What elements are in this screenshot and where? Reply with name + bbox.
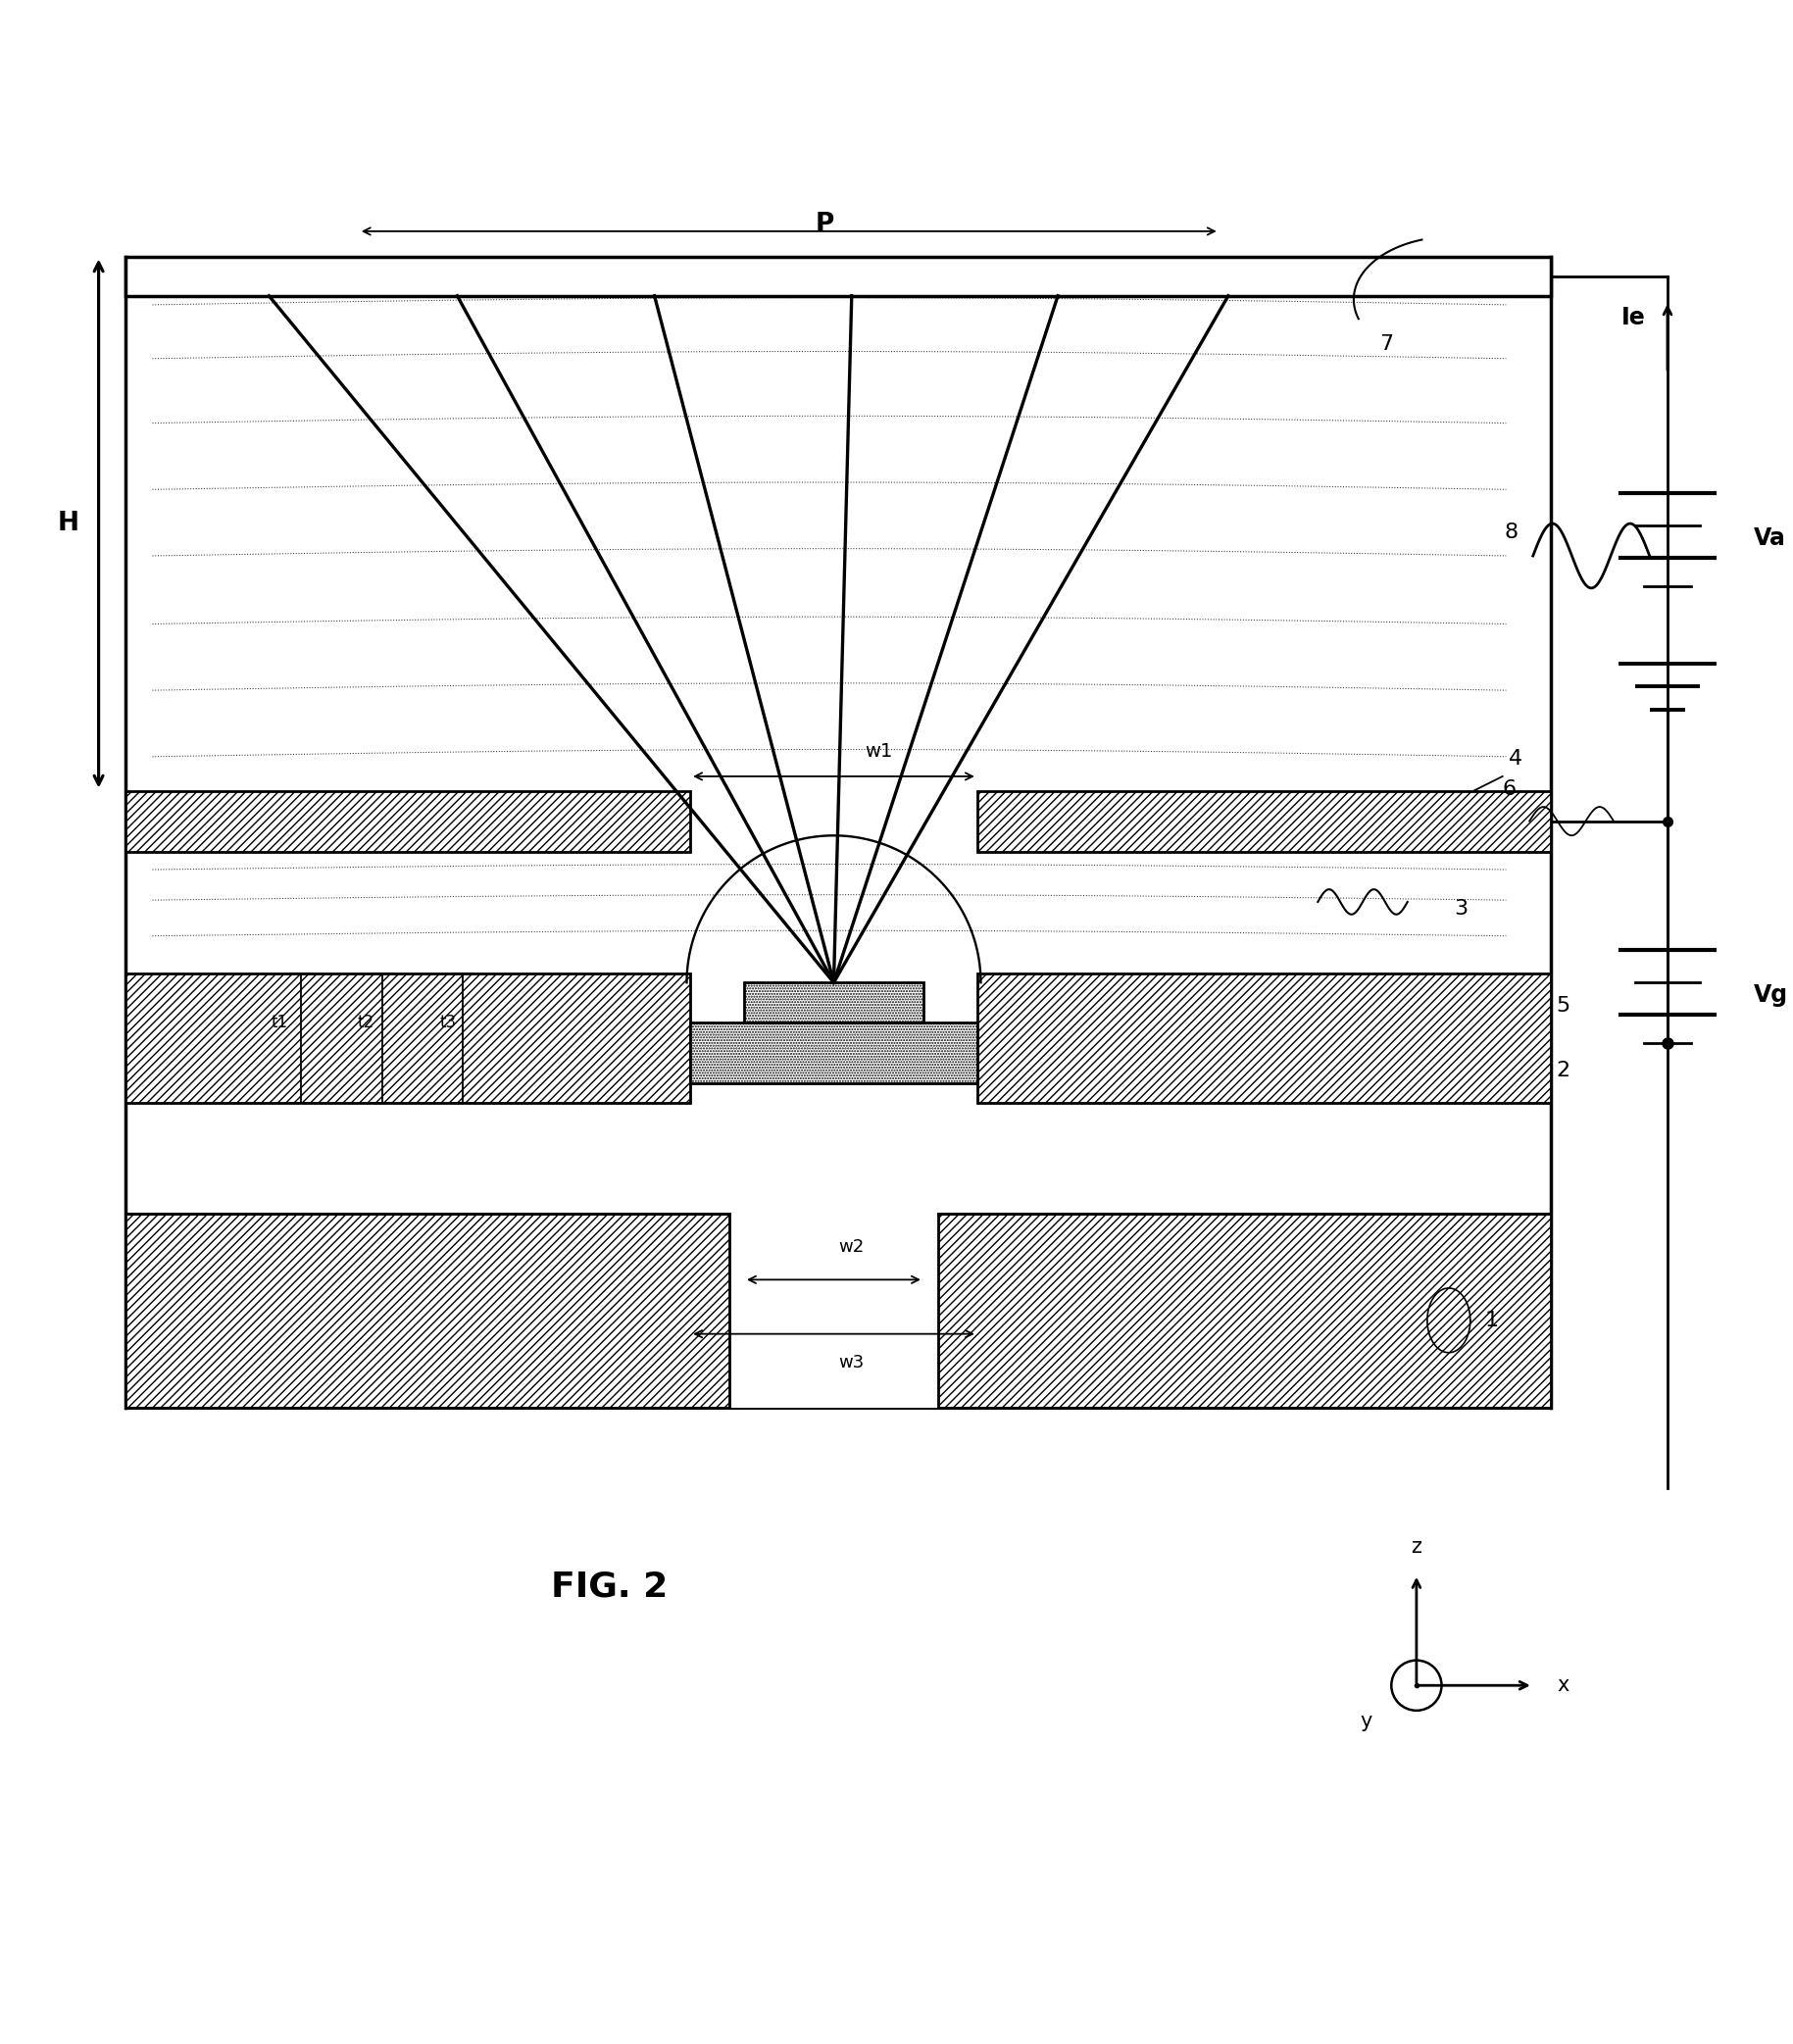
Text: t1: t1 [271,1014,289,1032]
Text: t3: t3 [439,1014,457,1032]
Text: z: z [1411,1537,1422,1558]
Text: 4: 4 [1508,748,1522,769]
Text: FIG. 2: FIG. 2 [550,1570,669,1602]
Bar [126,791,690,852]
Text: x: x [1558,1676,1569,1694]
Bar [977,791,1551,852]
Text: 5: 5 [1556,995,1571,1016]
Text: w2: w2 [839,1239,864,1257]
Text: w1: w1 [864,742,893,760]
Bar [126,973,690,1102]
Text: w3: w3 [839,1353,864,1372]
Text: 6: 6 [1503,779,1517,799]
Bar [690,1022,977,1083]
Text: 3: 3 [1454,899,1468,920]
Bar [730,1204,938,1408]
Text: P: P [816,211,834,237]
Text: 7: 7 [1379,335,1393,354]
Text: Va: Va [1754,525,1786,550]
Bar [126,256,1551,296]
Bar [126,1214,1551,1408]
Text: 2: 2 [1556,1061,1571,1079]
Text: 1: 1 [1485,1310,1499,1331]
Bar [977,973,1551,1102]
Text: Vg: Vg [1754,983,1788,1008]
Text: H: H [57,511,79,536]
Text: y: y [1361,1711,1372,1731]
Text: 8: 8 [1504,523,1519,542]
Bar [744,983,923,1022]
Text: t2: t2 [357,1014,375,1032]
Text: Ie: Ie [1621,305,1646,329]
